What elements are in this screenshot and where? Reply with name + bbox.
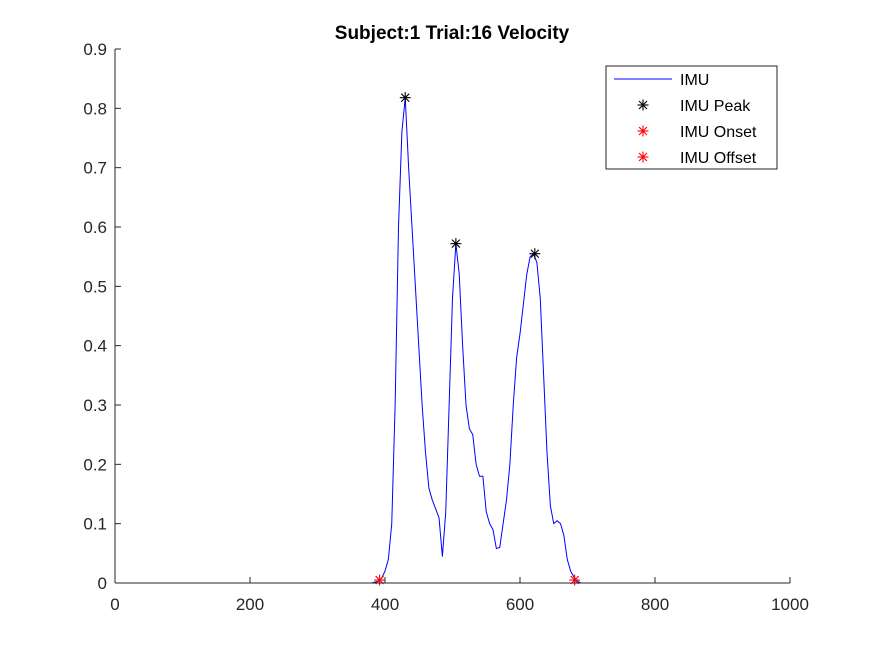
legend-label-imu-offset: IMU Offset: [680, 150, 757, 167]
y-tick-label: 0.6: [83, 218, 107, 237]
x-tick-label: 400: [371, 595, 399, 614]
y-tick-label: 0.9: [83, 40, 107, 59]
legend-swatch-imu-peak: [637, 99, 649, 111]
imu-offset-marker: [569, 574, 581, 586]
legend-label-imu: IMU: [680, 72, 709, 89]
imu-peak-marker: [529, 248, 541, 260]
y-tick-label: 0: [98, 574, 107, 593]
x-tick-label: 1000: [771, 595, 809, 614]
x-tick-label: 600: [506, 595, 534, 614]
y-tick-label: 0.5: [83, 277, 107, 296]
y-tick-label: 0.4: [83, 337, 107, 356]
y-tick-label: 0.2: [83, 455, 107, 474]
x-tick-label: 800: [641, 595, 669, 614]
y-tick-label: 0.1: [83, 515, 107, 534]
imu-peak-marker: [450, 238, 462, 250]
y-tick-label: 0.8: [83, 99, 107, 118]
plot-area: [115, 92, 770, 586]
chart-title: Subject:1 Trial:16 Velocity: [335, 23, 570, 44]
imu-peak-marker: [399, 92, 411, 104]
y-tick-label: 0.7: [83, 159, 107, 178]
imu-onset-marker: [374, 574, 386, 586]
series-line-imu: [115, 97, 770, 584]
legend-box: [605, 65, 778, 170]
x-tick-label: 200: [236, 595, 264, 614]
legend-swatch-imu-offset: [637, 151, 649, 163]
legend-label-imu-onset: IMU Onset: [680, 124, 757, 141]
legend-label-imu-peak: IMU Peak: [680, 98, 751, 115]
x-tick-label: 0: [110, 595, 119, 614]
y-tick-label: 0.3: [83, 396, 107, 415]
legend-swatch-imu-onset: [637, 125, 649, 137]
legend: IMU IMU Peak IMU Onset IMU Offset: [605, 65, 778, 170]
axes: 0 0.1 0.2 0.3 0.4 0.5 0.6 0.7 0.8 0.9 0 200 400 600 80…: [83, 40, 809, 614]
